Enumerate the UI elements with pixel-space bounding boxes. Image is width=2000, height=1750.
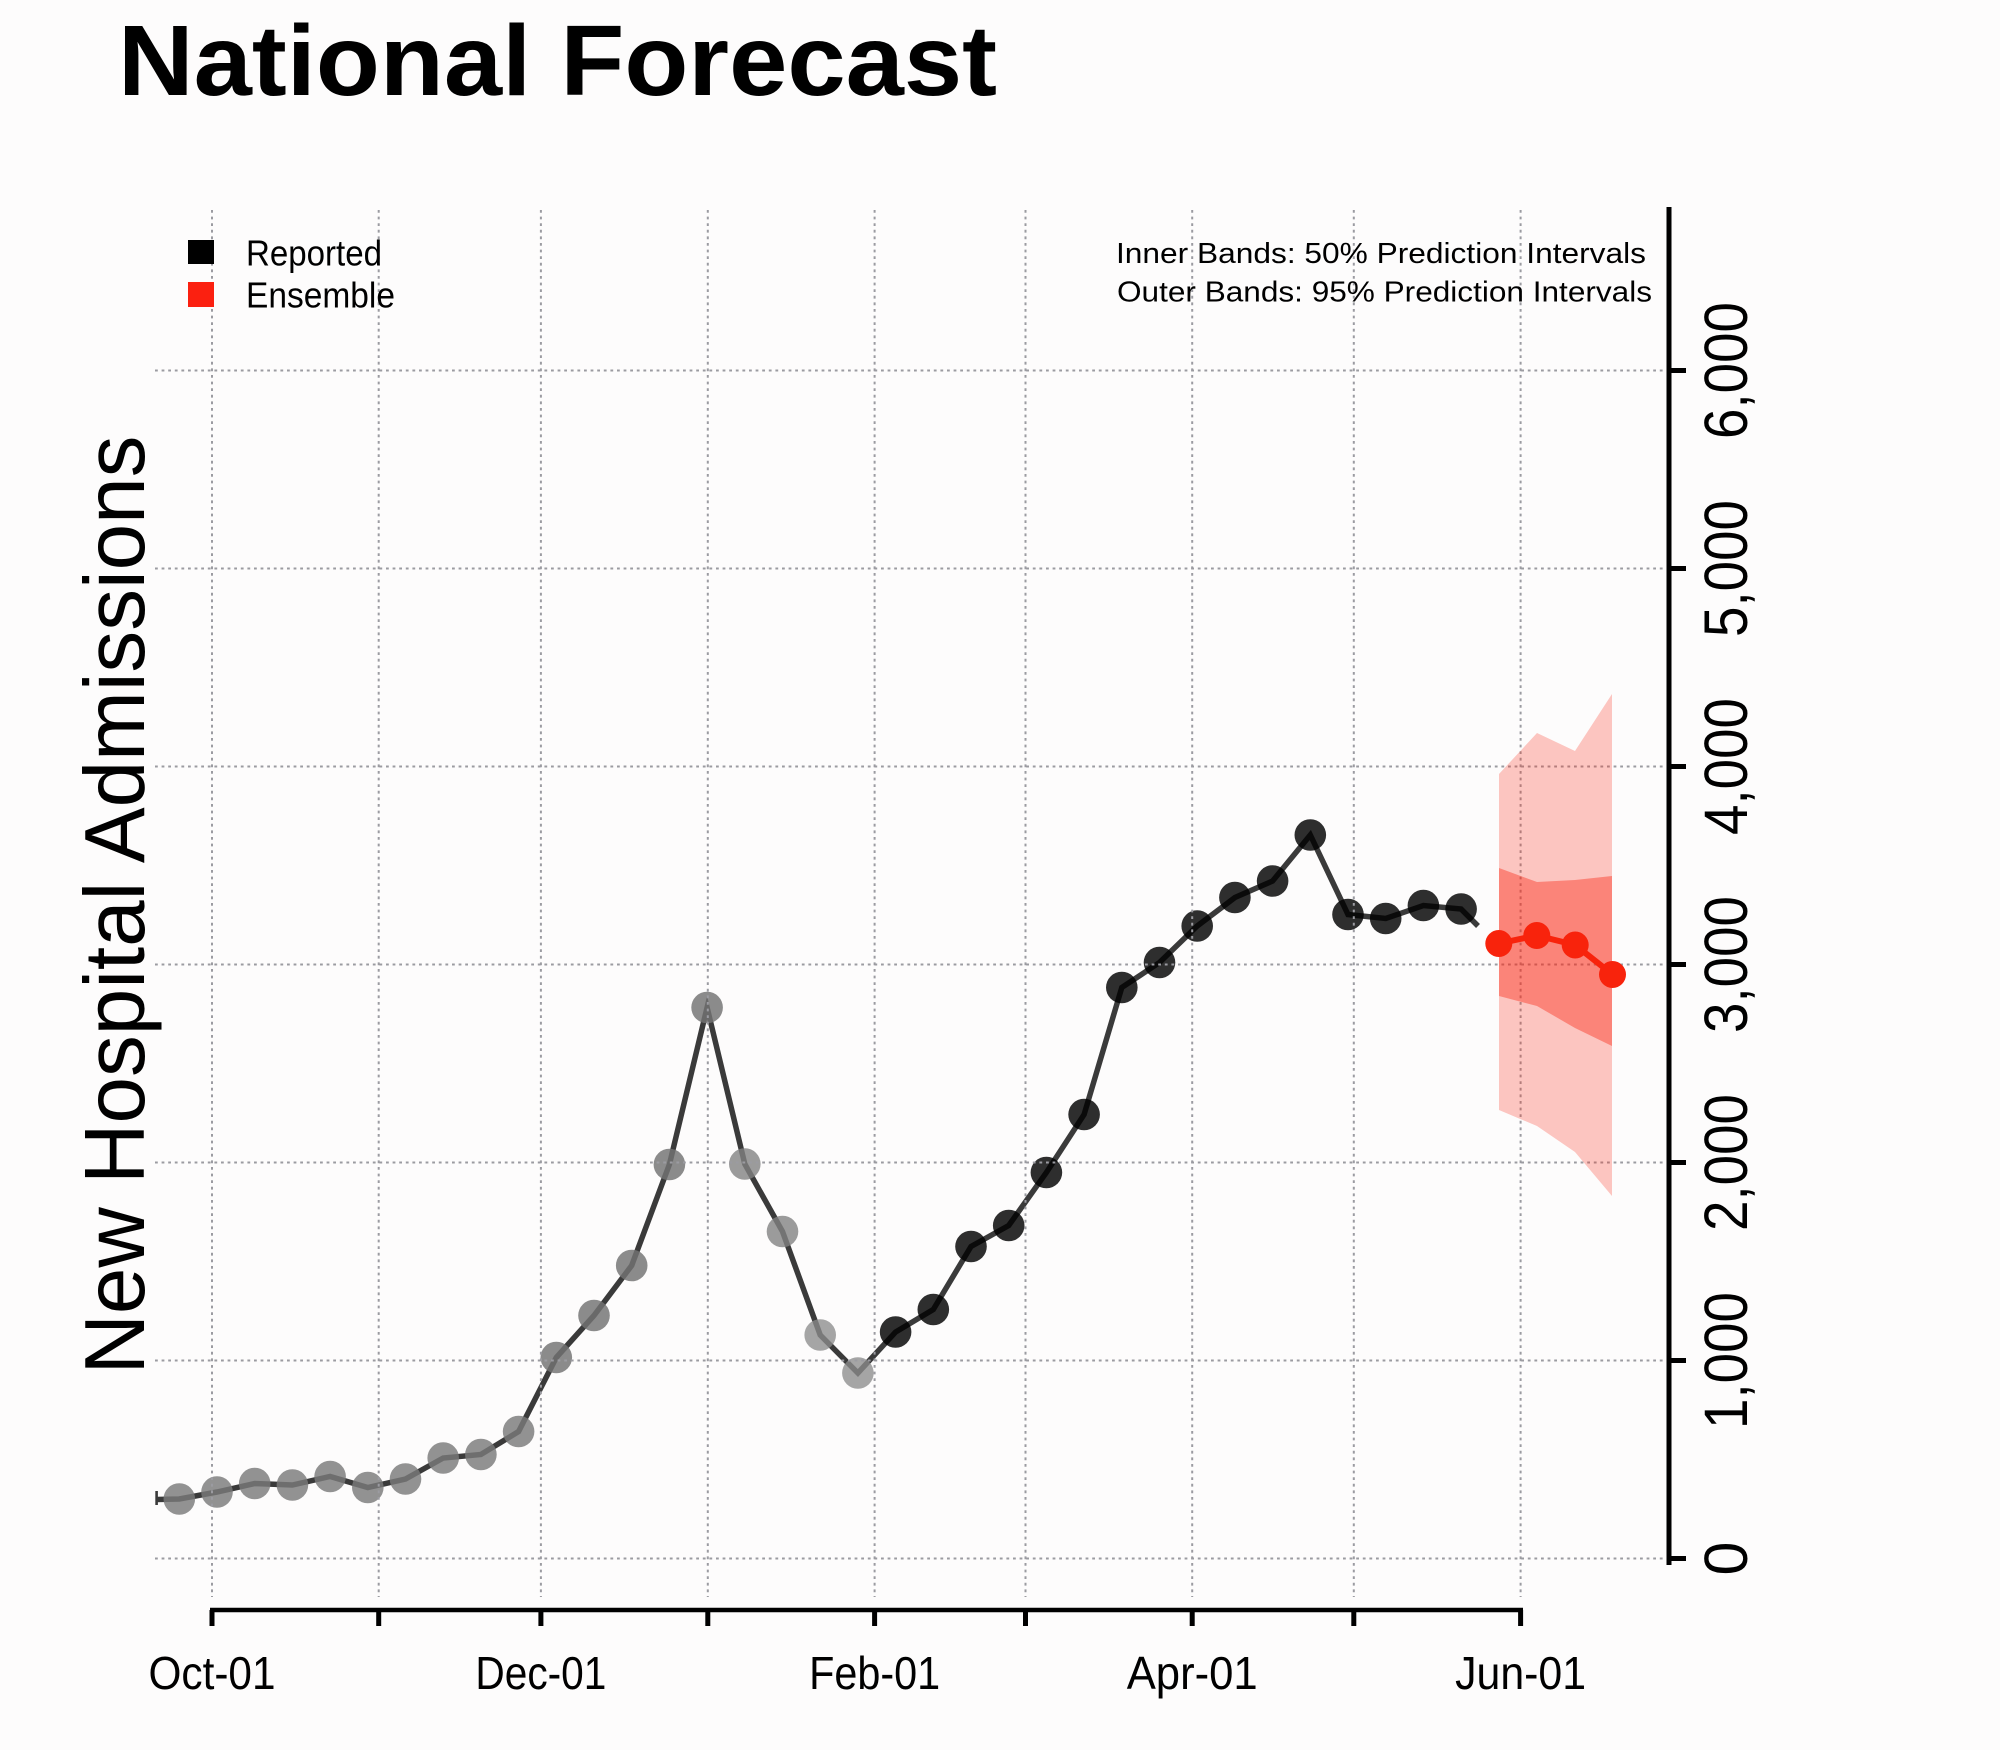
svg-text:Oct-01: Oct-01 [149,1647,276,1699]
svg-text:Inner Bands: 50% Prediction In: Inner Bands: 50% Prediction Intervals [1116,238,1646,270]
svg-text:Apr-01: Apr-01 [1127,1647,1258,1699]
svg-text:1,000: 1,000 [1692,1292,1760,1429]
svg-text:5,000: 5,000 [1692,500,1760,637]
svg-text:New Hospital Admissions: New Hospital Admissions [68,436,163,1375]
svg-text:3,000: 3,000 [1692,896,1760,1033]
svg-text:Jun-01: Jun-01 [1455,1647,1586,1699]
svg-text:Feb-01: Feb-01 [809,1647,940,1699]
svg-text:Reported: Reported [246,233,382,274]
svg-text:National Forecast: National Forecast [118,5,997,117]
svg-text:Ensemble: Ensemble [246,275,395,316]
svg-text:Outer Bands: 95% Prediction In: Outer Bands: 95% Prediction Intervals [1117,277,1652,309]
svg-text:2,000: 2,000 [1692,1094,1760,1231]
svg-text:6,000: 6,000 [1692,302,1760,439]
svg-text:Dec-01: Dec-01 [475,1647,606,1699]
svg-text:4,000: 4,000 [1692,698,1760,835]
svg-text:0: 0 [1692,1542,1760,1576]
